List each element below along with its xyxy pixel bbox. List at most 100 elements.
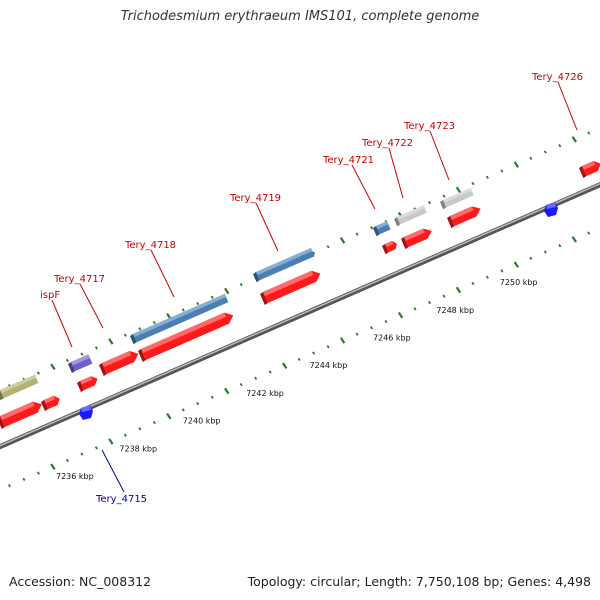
inner-tick bbox=[7, 484, 12, 488]
inner-tick bbox=[529, 256, 533, 260]
scale-label: 7242 kbp bbox=[246, 389, 284, 398]
scale-label: 7236 kbp bbox=[56, 472, 94, 481]
genome-stats-text: Topology: circular; Length: 7,750,108 bp… bbox=[247, 574, 591, 589]
outer-tick bbox=[239, 282, 243, 287]
outer-tick bbox=[455, 186, 462, 194]
inner-tick bbox=[50, 463, 56, 471]
outer-tick bbox=[587, 131, 591, 135]
outer-tick bbox=[50, 363, 56, 371]
inner-tick bbox=[108, 438, 114, 445]
outer-tick bbox=[138, 327, 142, 331]
gene-leader-line bbox=[51, 299, 73, 348]
outer-tick bbox=[224, 287, 230, 295]
cds-forward-arrow bbox=[447, 206, 481, 229]
scale-label: 7248 kbp bbox=[436, 306, 474, 315]
inner-tick bbox=[326, 345, 330, 349]
inner-tick-ring bbox=[7, 231, 591, 488]
outer-tick bbox=[529, 156, 533, 160]
gene-label: Tery_4723 bbox=[403, 121, 455, 132]
inner-tick bbox=[397, 311, 404, 319]
inner-tick bbox=[254, 376, 258, 380]
inner-tick bbox=[413, 307, 417, 311]
gene-label: Tery_4719 bbox=[229, 193, 281, 204]
outer-tick bbox=[108, 338, 114, 345]
inner-tick bbox=[210, 395, 214, 399]
gene-label: Tery_4726 bbox=[531, 72, 583, 83]
gene-leader-line bbox=[557, 81, 578, 131]
gene-label: ispF bbox=[40, 290, 60, 301]
gene-label: Tery_4721 bbox=[322, 155, 374, 166]
cds-forward-arrow bbox=[382, 240, 397, 255]
gene-leader-line bbox=[101, 449, 125, 493]
inner-tick bbox=[166, 412, 172, 420]
inner-tick bbox=[571, 236, 577, 243]
outer-tick bbox=[370, 226, 374, 230]
inner-tick bbox=[427, 300, 432, 305]
cds-forward-arrow bbox=[401, 228, 432, 250]
outer-tick bbox=[471, 181, 475, 186]
cds-forward-arrow bbox=[99, 351, 139, 376]
feature-grey bbox=[440, 188, 474, 210]
feature-olive bbox=[0, 374, 39, 401]
outer-tick bbox=[485, 175, 489, 179]
inner-tick bbox=[384, 319, 388, 324]
gene-leader-line bbox=[255, 202, 279, 252]
scale-label: 7240 kbp bbox=[183, 417, 221, 426]
feature-blue bbox=[253, 248, 315, 283]
outer-tick bbox=[196, 301, 200, 306]
outer-tick bbox=[326, 245, 330, 249]
scale-labels: 7236 kbp 7238 kbp 7240 kbp 7242 kbp 7244 kbp… bbox=[56, 278, 538, 481]
outer-tick bbox=[500, 169, 504, 173]
inner-tick bbox=[80, 452, 84, 456]
inner-tick bbox=[312, 351, 316, 355]
outer-tick bbox=[65, 358, 69, 363]
inner-tick bbox=[138, 427, 142, 431]
outer-tick bbox=[181, 308, 185, 312]
outer-tick bbox=[36, 371, 40, 375]
inner-tick bbox=[455, 286, 462, 294]
inner-tick bbox=[587, 231, 591, 235]
inner-tick bbox=[94, 446, 98, 450]
inner-tick bbox=[355, 332, 359, 336]
feature-blue bbox=[373, 221, 391, 237]
outer-tick bbox=[513, 161, 520, 168]
outer-tick bbox=[571, 136, 577, 143]
outer-tick bbox=[80, 352, 84, 356]
outer-tick bbox=[152, 320, 156, 325]
outer-tick bbox=[94, 346, 98, 350]
outer-tick bbox=[312, 251, 316, 255]
gene-leader-line bbox=[351, 164, 376, 210]
inner-tick bbox=[513, 261, 520, 268]
gene-label: Tery_4717 bbox=[53, 274, 105, 285]
gene-leader-line bbox=[429, 130, 450, 181]
inner-tick bbox=[485, 275, 489, 279]
scale-label: 7250 kbp bbox=[500, 278, 538, 287]
cds-forward-arrow bbox=[77, 376, 98, 393]
inner-tick bbox=[281, 362, 288, 369]
inner-tick bbox=[558, 244, 562, 248]
cds-reverse-arrow bbox=[79, 405, 93, 420]
gene-label: Tery_4718 bbox=[124, 240, 176, 251]
inner-tick bbox=[152, 420, 156, 425]
genome-backbone bbox=[0, 182, 600, 450]
cds-forward-arrow bbox=[138, 312, 234, 362]
inner-tick bbox=[500, 269, 504, 273]
inner-tick bbox=[268, 370, 272, 374]
gene-leader-line bbox=[388, 147, 404, 199]
feature-grey bbox=[394, 205, 427, 227]
feature-blue bbox=[130, 294, 229, 345]
scale-label: 7238 kbp bbox=[119, 444, 157, 453]
feature-purple bbox=[68, 354, 93, 374]
outer-tick bbox=[210, 295, 214, 299]
inner-tick bbox=[239, 382, 243, 387]
cds-forward-arrow bbox=[260, 270, 321, 305]
map-title: Trichodesmium erythraeum IMS101, complet… bbox=[120, 9, 480, 24]
inner-tick bbox=[339, 337, 346, 344]
inner-tick bbox=[471, 281, 475, 286]
gene-label: Tery_4715 bbox=[95, 494, 147, 505]
outer-tick bbox=[558, 144, 562, 148]
inner-tick bbox=[224, 387, 230, 395]
scale-label: 7246 kbp bbox=[373, 334, 411, 343]
outer-tick bbox=[339, 237, 346, 244]
